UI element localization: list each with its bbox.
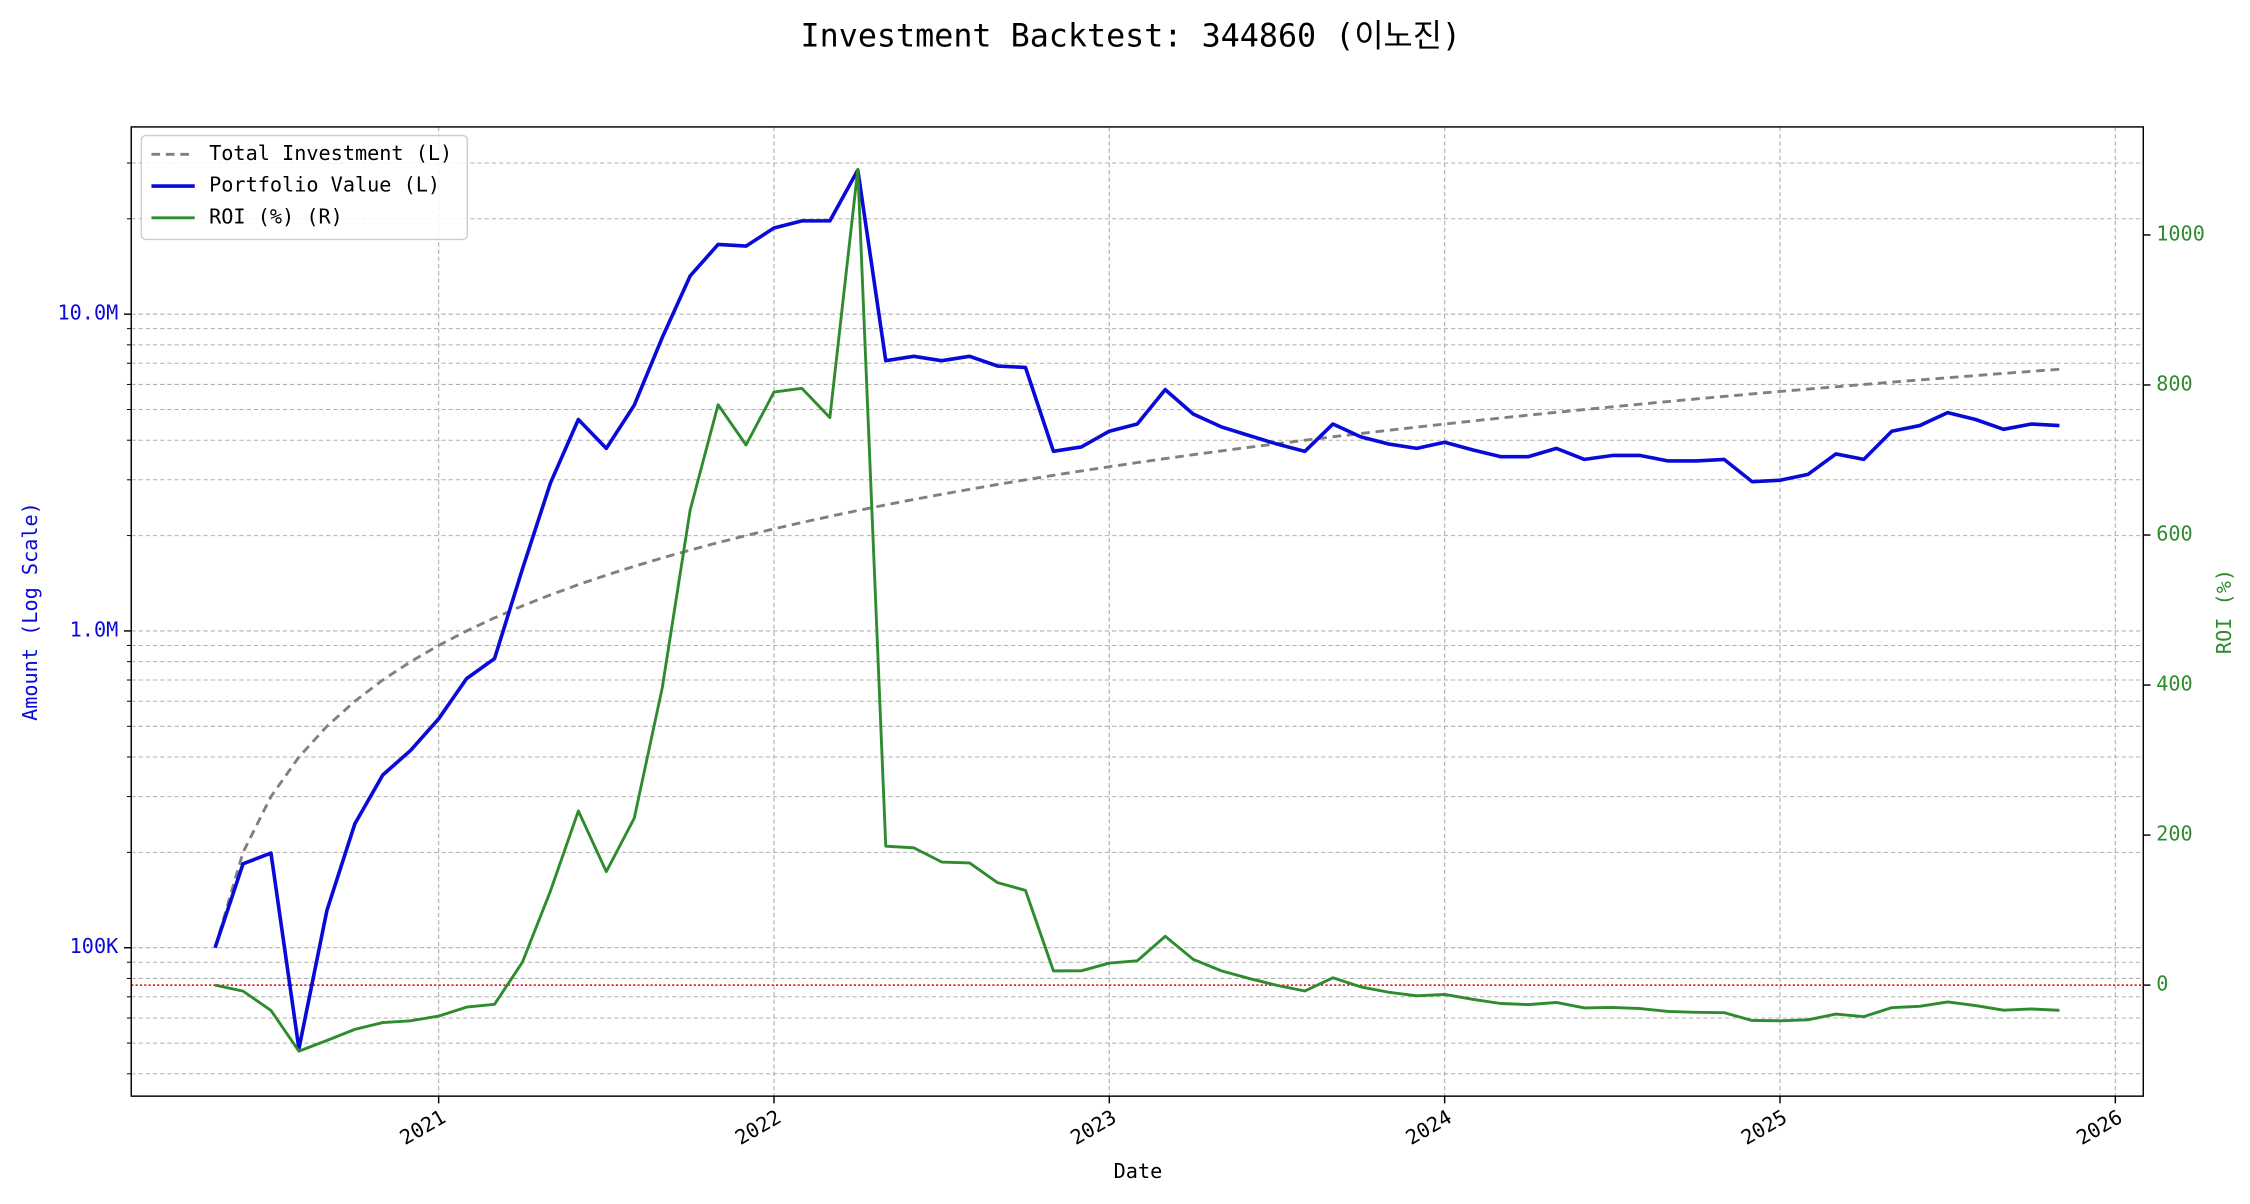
x-tick-label: 2024 bbox=[1402, 1105, 1456, 1150]
y2-tick-label: 0 bbox=[2156, 972, 2168, 996]
y-tick-label: 10.0M bbox=[57, 301, 118, 325]
x-tick-label: 2022 bbox=[731, 1105, 785, 1150]
y2-tick-label: 1000 bbox=[2156, 221, 2205, 245]
x-tick-label: 2023 bbox=[1066, 1105, 1120, 1150]
y-tick-label: 100K bbox=[70, 934, 119, 958]
y2-tick-label: 600 bbox=[2156, 522, 2192, 546]
plot-frame bbox=[130, 126, 2144, 1097]
y2-tick-label: 400 bbox=[2156, 672, 2192, 696]
x-axis-label: Date bbox=[1114, 1159, 1163, 1183]
x-tick-label: 2026 bbox=[2072, 1105, 2126, 1150]
series-line bbox=[213, 367, 2060, 949]
legend-label: Portfolio Value (L) bbox=[209, 173, 440, 197]
y2-tick-label: 200 bbox=[2156, 822, 2192, 846]
y-tick-label: 1.0M bbox=[70, 617, 119, 641]
x-tick-label: 2021 bbox=[396, 1105, 450, 1150]
legend-label: ROI (%) (R) bbox=[209, 204, 343, 228]
x-tick-label: 2025 bbox=[1737, 1105, 1791, 1150]
chart-title: Investment Backtest: 344860 (이노진) bbox=[801, 19, 1461, 55]
series-line bbox=[213, 168, 2060, 1051]
y2-axis-label: ROI (%) bbox=[2212, 569, 2236, 654]
legend-box bbox=[140, 134, 469, 241]
legend-label: Total Investment (L) bbox=[209, 141, 452, 165]
y2-tick-label: 800 bbox=[2156, 371, 2192, 395]
y-axis-label: Amount (Log Scale) bbox=[18, 502, 42, 721]
series-line bbox=[214, 167, 2060, 1053]
